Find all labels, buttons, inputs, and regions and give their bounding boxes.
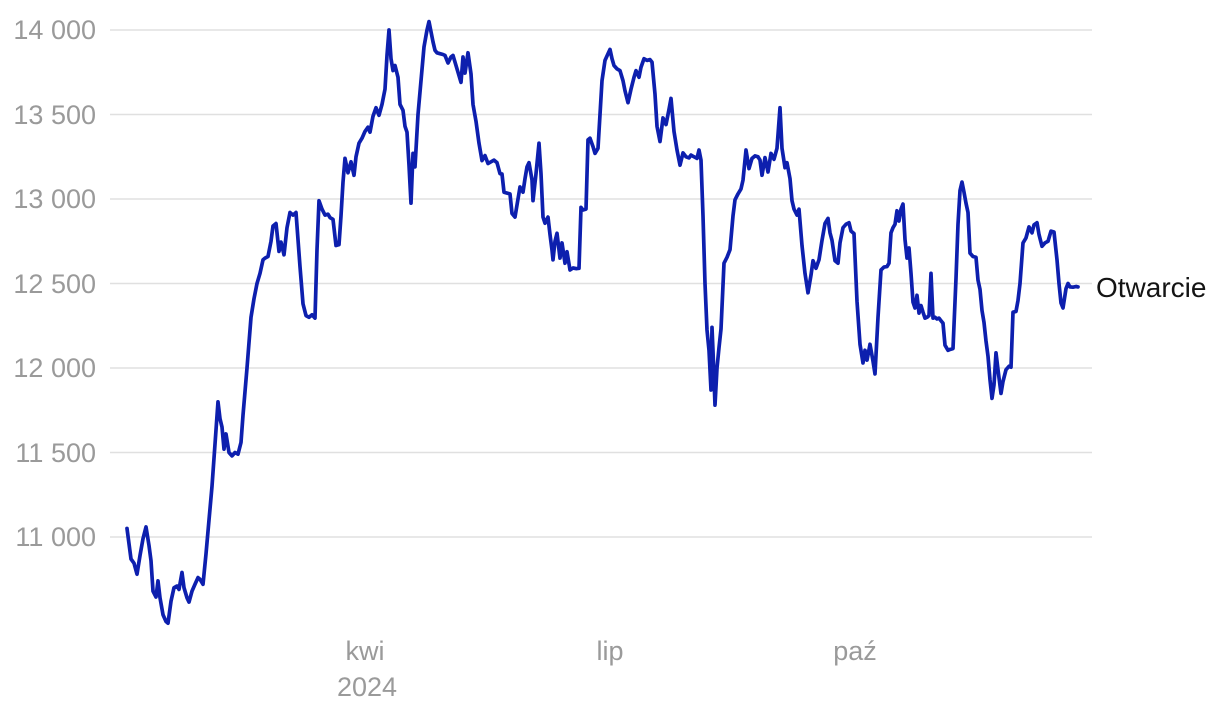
x-axis-year-label: 2024 [336, 672, 398, 702]
series-label: Otwarcie [1096, 272, 1207, 303]
y-axis-tick-label: 11 500 [15, 437, 96, 468]
price-line [125, 19, 1080, 626]
y-axis-tick-label: 12 000 [13, 353, 96, 383]
x-axis-tick-label: kwi [345, 636, 385, 666]
x-axis-tick-label: lip [596, 636, 624, 666]
y-axis-tick-label: 13 500 [13, 99, 96, 130]
y-axis-tick-label: 11 000 [15, 522, 96, 552]
y-axis-tick-label: 14 000 [13, 15, 96, 45]
x-axis-tick-label: paź [833, 636, 877, 666]
y-axis-tick-label: 13 000 [13, 184, 96, 214]
y-axis-tick-label: 12 500 [13, 268, 96, 299]
